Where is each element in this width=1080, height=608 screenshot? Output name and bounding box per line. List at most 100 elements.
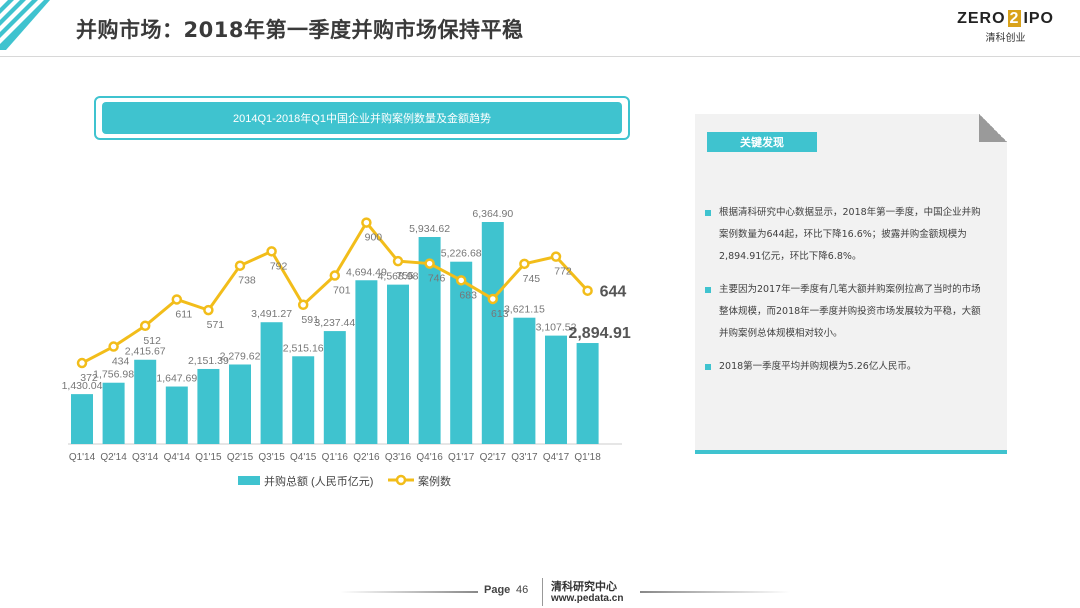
bar-data-label: 3,621.15 bbox=[504, 304, 545, 316]
point-data-label: 571 bbox=[207, 319, 225, 331]
case-count-point bbox=[361, 217, 372, 228]
page-number: 46 bbox=[516, 584, 529, 596]
point-data-label: 683 bbox=[459, 289, 477, 301]
x-tick-label: Q2'17 bbox=[480, 452, 507, 463]
page-fold-decoration bbox=[979, 114, 1007, 142]
point-data-label: 792 bbox=[270, 260, 288, 272]
footer-line-right bbox=[640, 591, 790, 593]
bar-data-label: 2,515.16 bbox=[283, 342, 324, 354]
bar-data-label: 5,226.68 bbox=[441, 248, 482, 260]
x-tick-label: Q2'14 bbox=[100, 452, 127, 463]
legend-marker-count bbox=[395, 474, 407, 486]
legend-swatch-amount bbox=[238, 476, 260, 485]
point-data-label: 755 bbox=[396, 270, 414, 282]
key-findings-panel: 关键发现 根据清科研究中心数据显示，2018年第一季度，中国企业并购案例数量为6… bbox=[695, 114, 1007, 454]
point-data-label: 372 bbox=[80, 372, 98, 384]
case-count-point bbox=[108, 341, 119, 352]
logo-wordmark: ZERO 2 IPO bbox=[957, 10, 1054, 27]
x-tick-label: Q4'16 bbox=[416, 452, 443, 463]
point-data-label: 644 bbox=[600, 284, 627, 301]
bar-amount bbox=[229, 364, 251, 444]
bar-amount bbox=[197, 368, 220, 444]
bar-amount bbox=[576, 343, 599, 444]
ma-trend-chart: 1,430.041,756.98 2,415.67 1,647.69 2,151.39… bbox=[62, 208, 631, 488]
bar-amount bbox=[545, 335, 567, 444]
point-data-label: 701 bbox=[333, 285, 351, 297]
case-count-point bbox=[329, 270, 341, 281]
chart-title-frame: 2014Q1-2018年Q1中国企业并购案例数量及金额趋势 bbox=[94, 96, 630, 140]
page-label: Page bbox=[484, 584, 511, 596]
x-tick-label: Q2'16 bbox=[353, 452, 380, 463]
bar-data-label: 4,694.49 bbox=[346, 266, 387, 278]
bar-data-label: 2,279.62 bbox=[220, 350, 261, 362]
case-count-point bbox=[455, 275, 467, 286]
finding-item: 主要因为2017年一季度有几笔大额并购案例拉高了当时的市场整体规模，而2018年… bbox=[705, 279, 985, 345]
findings-list: 根据清科研究中心数据显示，2018年第一季度，中国企业并购案例数量为644起，环… bbox=[705, 202, 985, 389]
bar-data-label: 3,107.52 bbox=[536, 322, 577, 334]
bar-amount bbox=[481, 222, 504, 444]
footer-line-left bbox=[340, 591, 478, 593]
corner-stripes-decoration bbox=[0, 0, 50, 50]
bar-amount bbox=[450, 261, 473, 444]
bar-amount bbox=[102, 382, 125, 444]
bar-amount bbox=[292, 356, 315, 444]
case-count-point bbox=[234, 260, 246, 271]
footer-org-name: 清科研究中心 bbox=[551, 580, 617, 593]
point-data-label: 611 bbox=[175, 308, 192, 320]
bar-amount bbox=[513, 317, 536, 444]
case-count-point bbox=[76, 357, 88, 369]
bullet-square-icon bbox=[705, 287, 711, 293]
chart-title: 2014Q1-2018年Q1中国企业并购案例数量及金额趋势 bbox=[102, 102, 622, 134]
bar-data-label: 2,415.67 bbox=[125, 346, 166, 358]
case-count-point bbox=[582, 285, 593, 296]
x-tick-label: Q3'16 bbox=[385, 452, 412, 463]
bar-data-label: 6,364.90 bbox=[472, 208, 513, 220]
case-count-point bbox=[171, 294, 183, 305]
bar-amount bbox=[134, 359, 157, 444]
x-tick-label: Q4'17 bbox=[543, 452, 570, 463]
bar-amount bbox=[260, 322, 283, 444]
bar-data-label: 1,647.69 bbox=[156, 373, 197, 385]
footer-divider bbox=[542, 578, 543, 606]
bar-data-label: 2,151.39 bbox=[188, 355, 229, 367]
point-data-label: 738 bbox=[238, 275, 256, 287]
case-count-point bbox=[139, 320, 151, 332]
x-tick-label: Q1'14 bbox=[69, 452, 96, 463]
point-data-label: 613 bbox=[491, 308, 509, 320]
case-count-point bbox=[487, 293, 499, 305]
x-tick-label: Q1'15 bbox=[195, 452, 222, 463]
case-count-point bbox=[424, 258, 435, 269]
key-findings-tag: 关键发现 bbox=[707, 132, 817, 152]
x-tick-label: Q3'14 bbox=[132, 452, 159, 463]
point-data-label: 746 bbox=[428, 273, 446, 285]
bar-data-label: 3,237.44 bbox=[314, 317, 355, 329]
point-data-label: 591 bbox=[301, 314, 319, 326]
x-tick-label: Q2'15 bbox=[227, 452, 254, 463]
page-title: 并购市场：2018年第一季度并购市场保持平稳 bbox=[76, 18, 524, 42]
logo-subtitle: 清科创业 bbox=[985, 33, 1026, 44]
x-tick-label: Q3'17 bbox=[511, 452, 538, 463]
case-count-point bbox=[550, 251, 562, 262]
legend-label-amount: 并购总额 (人民币亿元) bbox=[264, 474, 373, 488]
header-divider bbox=[0, 56, 1080, 57]
case-count-point bbox=[519, 258, 530, 270]
legend-label-count: 案例数 bbox=[418, 474, 451, 488]
bar-data-label: 5,934.62 bbox=[409, 223, 450, 235]
case-count-point bbox=[266, 246, 277, 257]
finding-item: 根据清科研究中心数据显示，2018年第一季度，中国企业并购案例数量为644起，环… bbox=[705, 202, 985, 268]
bar-data-label: 2,894.91 bbox=[568, 325, 630, 342]
bar-amount bbox=[323, 331, 346, 444]
bullet-square-icon bbox=[705, 210, 711, 216]
x-tick-label: Q1'17 bbox=[448, 452, 475, 463]
x-tick-label: Q3'15 bbox=[258, 452, 285, 463]
zero2ipo-logo: ZERO 2 IPO 清科创业 bbox=[957, 10, 1054, 44]
bar-amount bbox=[355, 280, 378, 444]
bullet-square-icon bbox=[705, 364, 711, 370]
case-count-point bbox=[297, 299, 309, 311]
point-data-label: 434 bbox=[112, 356, 130, 368]
case-count-point bbox=[392, 255, 404, 267]
bar-amount bbox=[165, 386, 188, 444]
x-tick-label: Q4'15 bbox=[290, 452, 317, 463]
finding-item: 2018第一季度平均并购规模为5.26亿人民币。 bbox=[705, 356, 985, 378]
footer-url: www.pedata.cn bbox=[551, 593, 624, 604]
